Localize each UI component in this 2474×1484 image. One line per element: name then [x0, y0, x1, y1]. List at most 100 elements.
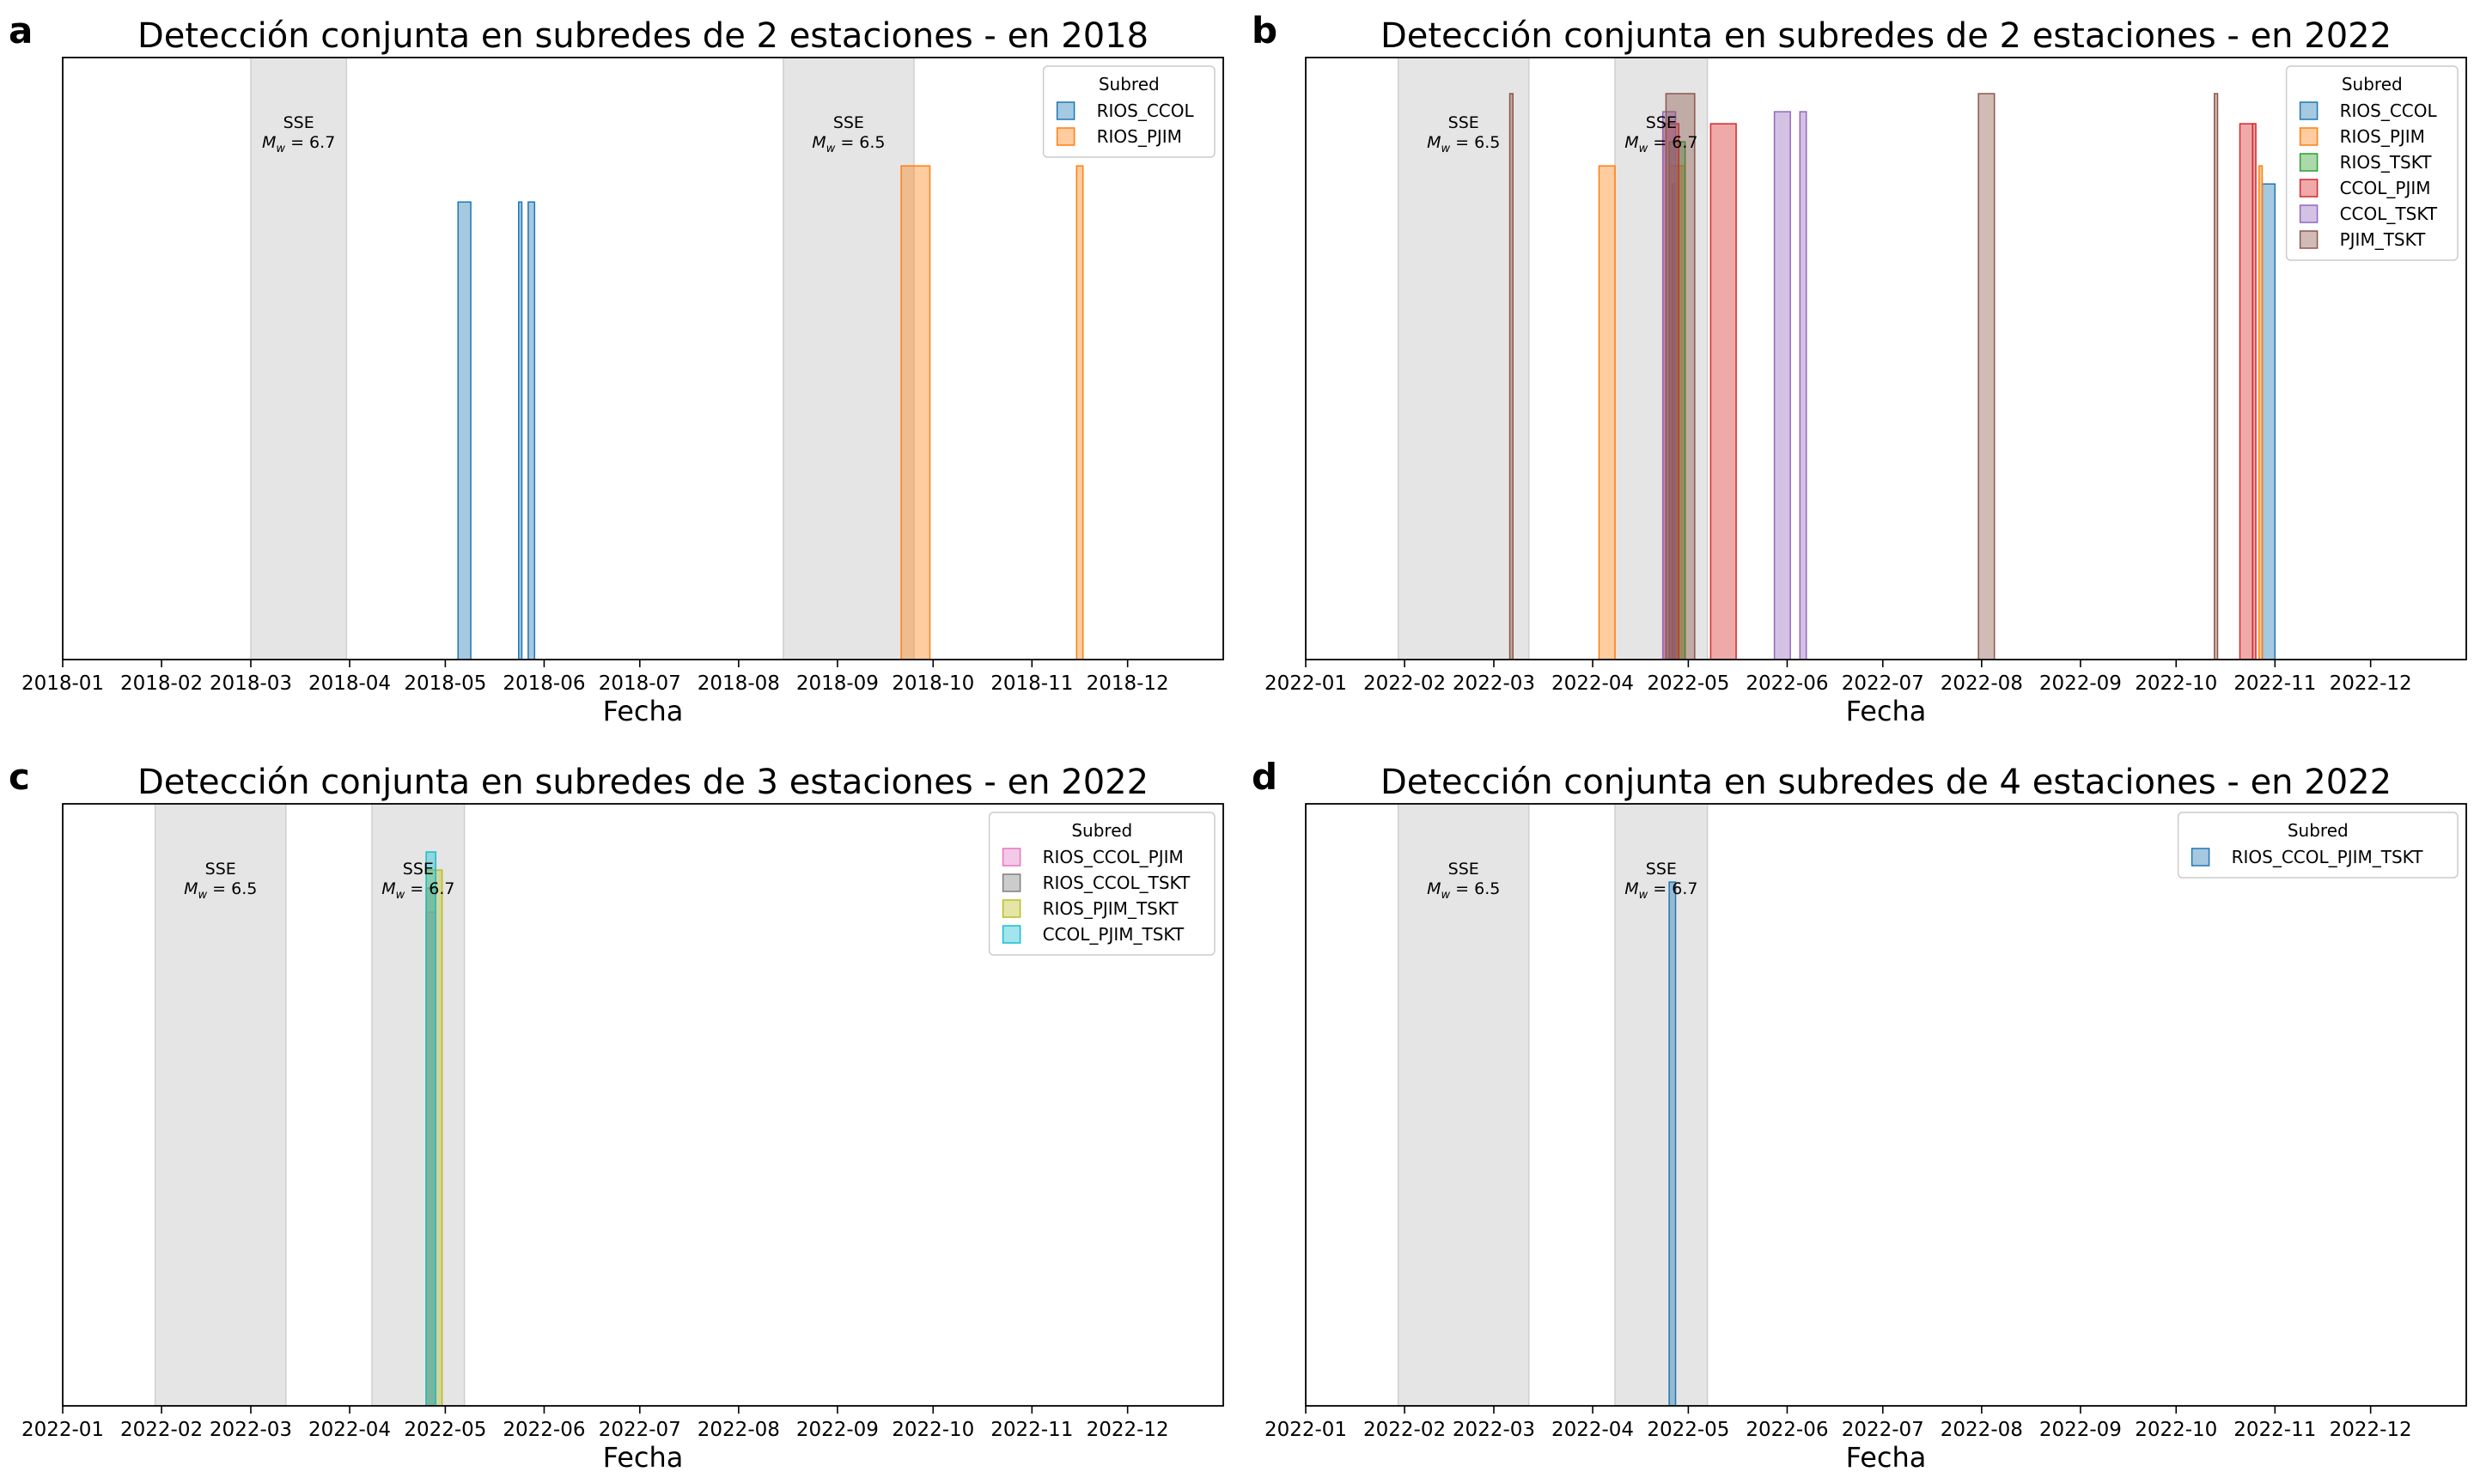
sse-magnitude: Mw = 6.7 [381, 879, 454, 902]
x-tick-label: 2022-05 [404, 1419, 486, 1441]
x-tick-label: 2018-04 [308, 672, 391, 695]
chart-title: Detección conjunta en subredes de 4 esta… [1380, 763, 2392, 802]
bar-RIOS_PJIM [900, 165, 931, 660]
x-tick-label: 2018-03 [210, 672, 292, 695]
legend-title: Subred [1071, 820, 1132, 841]
x-tick-label: 2022-04 [1551, 672, 1634, 695]
x-tick-label: 2022-11 [2233, 672, 2316, 695]
x-tick-label: 2018-07 [599, 672, 681, 695]
sse-magnitude: Mw = 6.5 [184, 879, 257, 902]
x-tick-label: 2018-05 [404, 672, 486, 695]
bar-RIOS_PJIM [1076, 165, 1084, 660]
axes-frame [62, 57, 1224, 660]
sse-magnitude: Mw = 6.7 [1624, 133, 1697, 155]
legend-title: Subred [1099, 74, 1160, 94]
x-tick-label: 2018-06 [503, 672, 585, 695]
legend-swatch [2299, 101, 2319, 120]
x-tick-label: 2022-06 [1746, 672, 1828, 695]
sse-label: SSE [205, 860, 236, 879]
x-axis-label: Fecha [603, 1441, 684, 1474]
sse-label: SSE [1646, 860, 1677, 879]
bar-CCOL_PJIM [2252, 123, 2257, 660]
bar-CCOL_PJIM [1709, 123, 1737, 660]
legend-entry: RIOS_CCOL [2340, 100, 2438, 121]
x-tick-label: 2022-02 [1363, 672, 1446, 695]
x-axis-label: Fecha [1846, 695, 1927, 727]
bar-PJIM_TSKT [2214, 93, 2219, 660]
sse-span [371, 804, 466, 1406]
legend-swatch [2299, 230, 2319, 249]
bar-RIOS_CCOL [527, 201, 536, 660]
bar-CCOL_PJIM_TSKT [425, 851, 437, 1406]
x-tick-label: 2022-12 [2330, 1419, 2412, 1441]
sse-span [154, 804, 287, 1406]
panel-d: d Detección conjunta en subredes de 4 est… [1252, 756, 2467, 1474]
panel-c: c Detección conjunta en subredes de 3 est… [9, 756, 1224, 1474]
axes-frame [1305, 803, 2467, 1407]
sse-magnitude: Mw = 6.5 [1427, 879, 1500, 902]
x-tick-label: 2018-09 [796, 672, 879, 695]
x-tick-label: 2022-11 [2233, 1419, 2316, 1441]
chart-title: Detección conjunta en subredes de 3 esta… [137, 763, 1149, 802]
sse-span [1397, 804, 1530, 1406]
sse-span [250, 58, 348, 660]
legend-entry: CCOL_PJIM [2340, 178, 2431, 198]
sse-magnitude: Mw = 6.7 [262, 133, 335, 155]
x-tick-label: 2022-09 [796, 1419, 879, 1441]
sse-label: SSE [403, 860, 434, 879]
sse-magnitude: Mw = 6.5 [812, 133, 885, 155]
x-tick-label: 2022-07 [1842, 1419, 1924, 1441]
legend-swatch [2299, 179, 2319, 198]
panel-b: b Detección conjunta en subredes de 2 est… [1252, 9, 2467, 727]
x-tick-label: 2022-02 [120, 1419, 203, 1441]
legend-swatch [1002, 925, 1021, 944]
legend-swatch [1002, 899, 1021, 918]
panel-letter: c [9, 756, 30, 798]
sse-magnitude: Mw = 6.5 [1427, 133, 1500, 155]
legend-title: Subred [2342, 74, 2403, 94]
legend-swatch [2299, 127, 2319, 146]
x-tick-label: 2018-02 [120, 672, 203, 695]
x-tick-label: 2018-08 [698, 672, 780, 695]
legend-swatch [1002, 873, 1021, 892]
bar-RIOS_CCOL [2261, 183, 2276, 660]
x-tick-label: 2022-07 [599, 1419, 681, 1441]
plot-area [154, 804, 466, 1406]
legend-title: Subred [2288, 820, 2349, 841]
x-tick-label: 2018-01 [21, 672, 104, 695]
x-tick-label: 2022-04 [308, 1419, 391, 1441]
chart-title: Detección conjunta en subredes de 2 esta… [137, 16, 1149, 56]
legend-entry: RIOS_PJIM [1097, 126, 1182, 147]
legend-box [988, 812, 1216, 956]
legend-entry: CCOL_PJIM_TSKT [1043, 924, 1185, 945]
x-tick-label: 2018-10 [892, 672, 974, 695]
plot-area [1397, 804, 1709, 1406]
bar-CCOL_TSKT [1799, 111, 1807, 660]
x-tick-label: 2022-12 [1087, 1419, 1169, 1441]
legend-entry: RIOS_CCOL_TSKT [1043, 873, 1191, 893]
axes-frame [1305, 57, 2467, 660]
bar-CCOL_TSKT [1773, 111, 1791, 660]
legend-swatch [1056, 101, 1076, 120]
x-tick-label: 2022-08 [1941, 672, 2023, 695]
x-tick-label: 2022-11 [990, 1419, 1073, 1441]
legend-entry: PJIM_TSKT [2340, 229, 2427, 250]
x-tick-label: 2022-01 [1264, 672, 1347, 695]
legend-entry: RIOS_TSKT [2340, 152, 2433, 173]
bar-RIOS_CCOL_PJIM_TSKT [1668, 881, 1677, 1406]
x-tick-label: 2018-12 [1087, 672, 1169, 695]
panel-letter: d [1252, 756, 1277, 798]
legend-entry: RIOS_CCOL_PJIM_TSKT [2232, 847, 2424, 867]
x-tick-label: 2022-03 [1453, 1419, 1535, 1441]
x-axis-label: Fecha [1846, 1441, 1927, 1474]
axes-frame [62, 803, 1224, 1407]
x-tick-label: 2022-12 [2330, 672, 2412, 695]
sse-label: SSE [283, 113, 314, 132]
x-tick-label: 2022-08 [1941, 1419, 2023, 1441]
legend: Subred RIOS_CCOL_PJIM_TSKT [2177, 812, 2459, 879]
x-tick-label: 2022-03 [210, 1419, 292, 1441]
bar-CCOL_PJIM [2239, 123, 2254, 660]
bar-PJIM_TSKT [1665, 93, 1696, 660]
legend: Subred RIOS_CCOL RIOS_PJIM [1042, 65, 1216, 158]
